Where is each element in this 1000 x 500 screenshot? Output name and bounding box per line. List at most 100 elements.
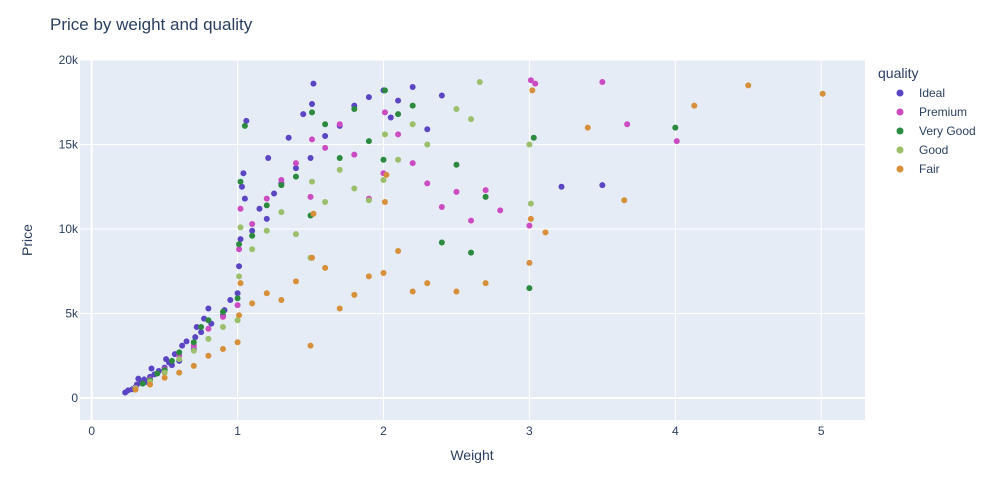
data-point — [409, 121, 416, 128]
data-point — [336, 166, 343, 173]
legend-item[interactable]: Good — [896, 143, 949, 157]
data-point — [526, 285, 533, 292]
data-point — [438, 92, 445, 99]
chart-title: Price by weight and quality — [50, 15, 253, 34]
data-point — [482, 280, 489, 287]
data-point — [292, 160, 299, 167]
data-point — [265, 155, 272, 162]
data-point — [237, 280, 244, 287]
data-point — [234, 295, 241, 302]
legend-item[interactable]: Very Good — [896, 124, 976, 138]
legend-item[interactable]: Fair — [896, 162, 940, 176]
data-point — [336, 121, 343, 128]
data-point — [237, 205, 244, 212]
legend-marker — [896, 108, 904, 116]
data-point — [745, 82, 752, 89]
data-point — [219, 308, 226, 315]
data-point — [336, 305, 343, 312]
data-point — [424, 126, 431, 133]
data-point — [234, 317, 241, 324]
data-point — [308, 136, 315, 143]
data-point — [234, 290, 241, 297]
data-point — [219, 346, 226, 353]
data-point — [395, 97, 402, 104]
data-point — [526, 259, 533, 266]
legend: quality Ideal Premium Very Good Good Fair — [878, 65, 976, 176]
data-point — [322, 144, 329, 151]
data-point — [424, 180, 431, 187]
data-point — [236, 273, 243, 280]
data-point — [381, 131, 388, 138]
data-point — [409, 288, 416, 295]
legend-label: Premium — [919, 105, 967, 119]
data-point — [308, 100, 315, 107]
y-tick-label: 5k — [65, 307, 79, 321]
data-point — [673, 138, 680, 145]
data-point — [381, 109, 388, 116]
data-point — [263, 202, 270, 209]
data-point — [198, 329, 205, 336]
data-point — [238, 183, 245, 190]
data-point — [193, 324, 200, 331]
data-point — [292, 231, 299, 238]
data-point — [395, 131, 402, 138]
data-point — [558, 183, 565, 190]
data-point — [308, 254, 315, 261]
data-point — [241, 195, 248, 202]
data-point — [278, 297, 285, 303]
data-point — [249, 232, 256, 239]
data-point — [278, 182, 285, 189]
data-point — [236, 241, 243, 248]
series-good — [132, 78, 534, 392]
y-axis-ticks: 0 5k 10k 15k 20k — [59, 53, 79, 405]
data-point — [300, 111, 307, 118]
data-point — [322, 264, 329, 271]
data-point — [482, 187, 489, 194]
data-point — [147, 381, 154, 388]
data-point — [310, 80, 317, 87]
data-point — [219, 313, 226, 320]
data-point — [365, 273, 372, 280]
scatter-points — [122, 77, 826, 396]
x-tick-label: 1 — [234, 424, 241, 438]
data-point — [205, 352, 212, 359]
data-point — [453, 188, 460, 195]
data-point — [482, 193, 489, 200]
data-point — [307, 155, 314, 162]
data-point — [468, 116, 475, 123]
y-tick-label: 0 — [71, 391, 78, 405]
data-point — [468, 249, 475, 256]
data-point — [278, 177, 285, 183]
legend-items: Ideal Premium Very Good Good Fair — [896, 86, 976, 176]
data-point — [453, 288, 460, 295]
data-point — [351, 151, 358, 158]
data-point — [237, 224, 244, 231]
legend-marker — [896, 146, 904, 154]
data-point — [307, 342, 314, 349]
grid-lines — [80, 59, 865, 420]
data-point — [241, 122, 248, 129]
series-fair — [132, 82, 826, 393]
legend-item[interactable]: Ideal — [896, 86, 946, 100]
data-point — [819, 90, 826, 97]
data-point — [161, 369, 168, 376]
data-point — [381, 87, 388, 94]
data-point — [526, 222, 533, 229]
data-point — [292, 165, 299, 172]
data-point — [395, 111, 402, 118]
data-point — [380, 156, 387, 163]
data-point — [424, 280, 431, 287]
data-point — [292, 278, 299, 285]
x-axis-title: Weight — [450, 447, 493, 463]
data-point — [256, 205, 263, 212]
data-point — [198, 324, 205, 331]
data-point — [599, 182, 606, 189]
x-axis-ticks: 0 1 2 3 4 5 — [88, 424, 825, 438]
legend-marker — [896, 89, 904, 97]
y-tick-label: 15k — [59, 138, 79, 152]
legend-item[interactable]: Premium — [896, 105, 968, 119]
data-point — [176, 369, 183, 376]
data-point — [336, 155, 343, 162]
data-point — [190, 347, 197, 354]
data-point — [351, 291, 358, 298]
